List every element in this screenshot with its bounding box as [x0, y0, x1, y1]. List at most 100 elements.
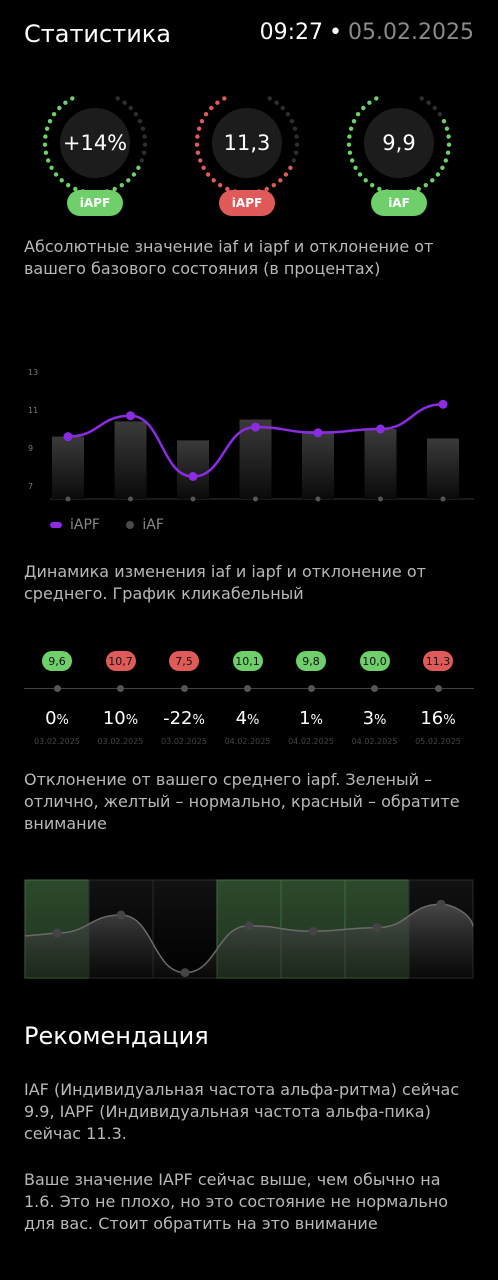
- ring-deviation[interactable]: +14% iAPF: [40, 88, 150, 218]
- ring-dot: [70, 96, 75, 101]
- ring-dot: [361, 105, 366, 111]
- ring-dot: [131, 172, 137, 177]
- ring-dot: [215, 100, 220, 105]
- timeline-dot[interactable]: [307, 685, 315, 692]
- ring-dot: [201, 165, 206, 170]
- ring-iapf[interactable]: 11,3 iAPF: [192, 88, 302, 218]
- iapf-point: [63, 432, 73, 442]
- timeline-dot[interactable]: [244, 685, 251, 692]
- y-tick-label: 7: [28, 482, 33, 491]
- deviation-percent: 4%: [235, 708, 260, 729]
- iaf-iapf-chart[interactable]: 13 11 9 7: [0, 360, 498, 510]
- ring-dot: [46, 158, 51, 163]
- legend-swatch-iapf: [50, 522, 62, 528]
- iapf-point: [438, 399, 448, 409]
- deviation-point: [244, 921, 254, 931]
- ring-dot: [419, 96, 424, 101]
- timeline-date: 03.02.2025: [161, 737, 207, 746]
- ring-dot: [63, 100, 68, 105]
- ring-dot: [140, 126, 146, 131]
- iaf-bar: [302, 430, 334, 499]
- caption-deviation: Отклонение от вашего среднего iapf. Зеле…: [24, 770, 460, 833]
- timeline-dot[interactable]: [434, 685, 442, 692]
- ring-dot: [353, 165, 358, 170]
- iapf-point: [376, 424, 385, 434]
- ring-dot: [142, 134, 147, 139]
- percent-sign: %: [56, 713, 69, 728]
- ring-dot: [374, 96, 379, 101]
- deviation-percent: 3%: [362, 708, 387, 729]
- ring-dot: [346, 142, 352, 147]
- datetime: 09:27 • 05.02.2025: [260, 20, 474, 45]
- timeline-dot[interactable]: [371, 685, 378, 692]
- ring-dot: [441, 119, 447, 124]
- legend-label-iapf: iAPF: [70, 517, 100, 533]
- deviation-point: [180, 968, 190, 978]
- timeline-dot[interactable]: [117, 685, 124, 692]
- deviation-percent: 0%: [45, 708, 69, 729]
- timeline-date: 03.02.2025: [34, 737, 80, 746]
- y-tick-label: 11: [28, 406, 38, 415]
- current-time: 09:27: [259, 20, 324, 45]
- deviation-point: [308, 926, 318, 936]
- separator-dot: •: [329, 20, 343, 45]
- ring-dot: [423, 183, 428, 188]
- caption-dynamics: Динамика изменения iaf и iapf и отклонен…: [24, 562, 426, 603]
- page-title: Статистика: [24, 20, 171, 48]
- x-axis-dot: [440, 496, 446, 502]
- ring-dot: [196, 126, 202, 131]
- iaf-bar: [427, 438, 459, 499]
- ring-dot: [437, 112, 443, 117]
- ring-dot: [137, 119, 143, 124]
- y-tick-label: 13: [28, 368, 38, 377]
- value-pill: 10,0: [359, 651, 390, 671]
- ring-dot: [51, 112, 57, 117]
- ring-dot: [53, 172, 59, 177]
- ring-dot: [43, 134, 48, 139]
- percent-sign: %: [310, 713, 323, 728]
- rings-panel: +14% iAPF 11,3 iAPF 9,9 iAF: [0, 88, 498, 218]
- ring-dot: [222, 96, 227, 101]
- percent-sign: %: [443, 713, 456, 728]
- legend-swatch-iaf: [126, 521, 135, 529]
- timeline-date: 04.02.2025: [288, 737, 334, 746]
- timeline-date: 04.02.2025: [351, 737, 398, 746]
- deviation-point: [116, 910, 126, 920]
- deviation-area: [25, 904, 473, 978]
- ring-dot: [285, 112, 291, 117]
- ring-dot: [274, 100, 279, 105]
- ring-dot: [283, 172, 289, 177]
- value-pill: 11,3: [423, 651, 453, 671]
- ring-value: 9,9: [364, 108, 434, 178]
- ring-dot: [430, 178, 435, 183]
- ring-dot: [278, 178, 283, 183]
- ring-dot: [195, 150, 201, 155]
- ring-dot: [115, 96, 120, 101]
- ring-dot: [126, 178, 131, 183]
- value-pill: 10,1: [232, 651, 263, 671]
- deviation-percent: 10%: [102, 708, 139, 729]
- timeline-dot[interactable]: [180, 685, 188, 692]
- ring-dot: [289, 119, 295, 124]
- ring-dot: [209, 105, 214, 111]
- caption-absolute-values: Абсолютные значение iaf и iapf и отклоне…: [24, 237, 434, 278]
- ring-dot: [194, 142, 200, 147]
- timeline-dot[interactable]: [53, 685, 61, 692]
- ring-dot: [291, 158, 296, 163]
- ring-iaf[interactable]: 9,9 iAF: [344, 88, 454, 218]
- ring-value: +14%: [60, 108, 130, 178]
- current-date: 05.02.2025: [348, 20, 474, 45]
- ring-dot: [294, 134, 299, 139]
- ring-badge: iAPF: [219, 190, 275, 216]
- deviation-area-chart[interactable]: [0, 878, 498, 988]
- ring-dot: [355, 112, 361, 117]
- chart-legend: iAPF iAF: [50, 517, 164, 537]
- ring-dot: [432, 105, 437, 111]
- iaf-bar: [364, 429, 397, 499]
- ring-dot: [443, 158, 448, 163]
- ring-dot: [42, 142, 48, 147]
- recommendation-paragraph-2: Ваше значение IAPF сейчас выше, чем обыч…: [24, 1170, 449, 1233]
- ring-dot: [205, 172, 211, 177]
- x-axis-dot: [128, 496, 133, 502]
- ring-dot: [347, 134, 352, 139]
